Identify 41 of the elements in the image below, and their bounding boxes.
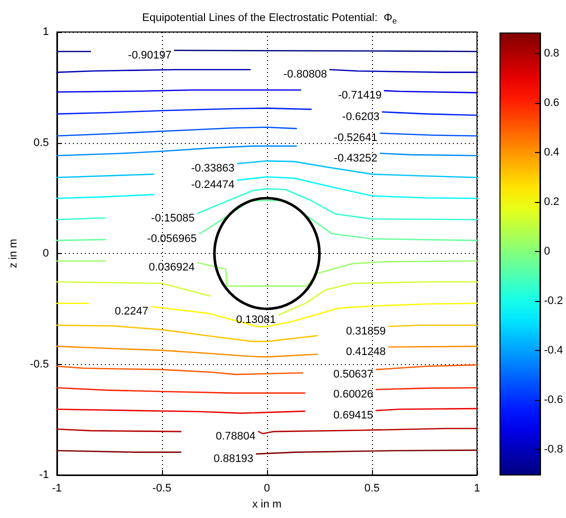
series-label: 0.036924 [148,262,195,274]
series-label: 0.13081 [236,314,276,326]
series-label: 0.60026 [333,388,374,400]
series-label: -0.90197 [128,49,172,62]
series-label: -0.056965 [147,232,197,245]
series-label: 0.41248 [346,346,386,358]
y-tick-label: 0 [42,248,49,260]
x-tick-label: 0.5 [364,482,380,494]
color-bar-label: 0.6 [544,96,560,109]
color-bar-label: 0.8 [544,47,560,60]
color-bar-label: -0.8 [544,444,563,456]
series-label: -0.24474 [191,179,235,192]
color-bar-label: 0.4 [544,146,560,158]
color-bar-label: -0.2 [544,295,563,308]
series-label: -0.52641 [334,132,378,144]
y-tick-label: -0.5 [30,358,49,370]
series-label: 0.78804 [216,430,256,443]
series-label: -0.33863 [191,162,235,175]
series-label: -0.6203 [342,110,380,123]
y-tick-label: 0.5 [34,136,49,149]
x-tick-label: 0 [264,482,270,494]
series-label: -0.43252 [334,152,378,164]
series-label: 0.88193 [214,452,254,465]
series-label: 0.69415 [333,410,374,422]
color-bar-label: 0.2 [544,196,560,208]
y-tick-label: 1 [42,26,49,38]
series-label: -0.71419 [338,90,382,102]
color-bar-label: 0 [544,246,550,258]
y-tick-label: -1 [39,469,49,481]
series-label: -0.15085 [151,212,195,224]
x-tick-label: -0.5 [152,482,172,494]
y-axis-title: z in m [8,238,20,268]
series-label: -0.80808 [284,68,327,81]
series-label: 0.31859 [346,325,386,338]
series-label: 0.2247 [114,306,148,318]
x-tick-label: 1 [474,482,480,494]
color-bar-label: -0.6 [544,394,563,406]
x-axis-title: x in m [252,498,282,510]
color-bar-label: -0.4 [544,344,563,357]
x-tick-label: -1 [52,482,62,494]
series-label: 0.50637 [333,368,374,381]
